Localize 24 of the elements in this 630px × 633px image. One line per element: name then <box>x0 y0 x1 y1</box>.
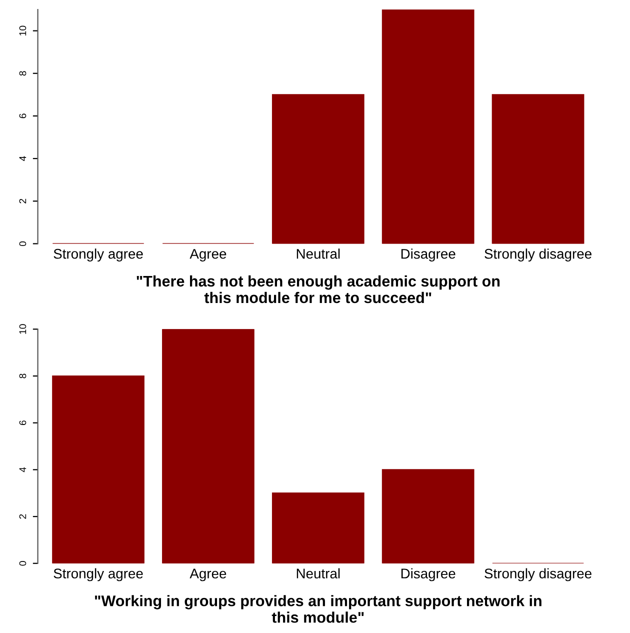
y-tick-label: 4 <box>19 156 26 162</box>
x-tick-label: Neutral <box>296 568 340 578</box>
y-tick-label: 10 <box>19 26 26 36</box>
y-tick-label: 10 <box>19 324 26 334</box>
y-tick-label: 0 <box>19 561 26 566</box>
y-tick-label: 6 <box>19 420 26 426</box>
x-tick-label: Agree <box>190 568 226 582</box>
y-tick-label: 6 <box>19 114 26 118</box>
x-tick-label: Neutral <box>296 248 340 259</box>
x-axis-title: "Working in groups provides an important support network in this module" <box>95 595 542 623</box>
x-tick-label: Disagree <box>401 248 456 262</box>
x-tick-label: Strongly disagree <box>484 568 592 582</box>
x-tick-label: Agree <box>190 249 226 262</box>
x-tick-label: Strongly agree <box>54 248 143 262</box>
x-axis-title: "There has not been enough academic support on this module for me to succeed" <box>136 275 500 304</box>
y-tick-label: 8 <box>19 374 26 378</box>
x-tick-label: Strongly agree <box>54 568 143 582</box>
y-tick-label: 2 <box>19 514 26 519</box>
x-tick-label: Strongly disagree <box>484 248 592 262</box>
y-tick-label: 2 <box>19 198 26 204</box>
y-tick-label: 0 <box>19 241 26 246</box>
y-tick-label: 8 <box>19 71 26 76</box>
x-tick-label: Disagree <box>401 568 456 582</box>
y-tick-label: 4 <box>19 467 26 472</box>
